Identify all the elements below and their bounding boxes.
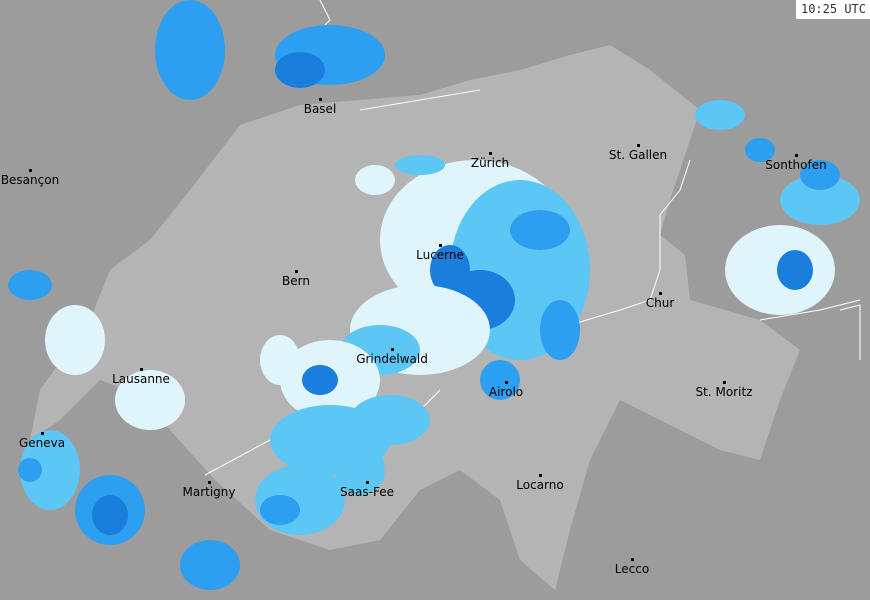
precipitation-cell (540, 300, 580, 360)
city-marker (505, 381, 508, 384)
city-marker (659, 292, 662, 295)
city-label: Lecco (614, 562, 650, 576)
city-label: Sonthofen (765, 158, 827, 172)
precipitation-cell (8, 270, 52, 300)
city-label: Airolo (488, 385, 524, 399)
city-marker (41, 432, 44, 435)
city-marker (539, 474, 542, 477)
city-marker (140, 368, 143, 371)
city-label: Lausanne (112, 372, 170, 386)
city-label: Locarno (516, 478, 564, 492)
precipitation-cell (20, 430, 80, 510)
city-label: Basel (303, 102, 337, 116)
precipitation-cell (302, 365, 338, 395)
precipitation-cell (355, 165, 395, 195)
precipitation-cell (777, 250, 813, 290)
city-label: St. Gallen (608, 148, 668, 162)
city-marker (391, 348, 394, 351)
city-marker (208, 481, 211, 484)
city-label: Besançon (0, 173, 60, 187)
precipitation-cell (275, 52, 325, 88)
precipitation-cell (155, 0, 225, 100)
city-marker (631, 558, 634, 561)
city-label: Lucerne (416, 248, 464, 262)
precipitation-cell (510, 210, 570, 250)
city-marker (637, 144, 640, 147)
city-marker (366, 481, 369, 484)
precipitation-cell (260, 335, 300, 385)
precipitation-cell (800, 160, 840, 190)
city-marker (795, 154, 798, 157)
city-label: Zürich (470, 156, 510, 170)
city-label: Saas-Fee (340, 485, 394, 499)
timestamp-label: 10:25 UTC (795, 0, 870, 19)
precipitation-cell (180, 540, 240, 590)
precipitation-cell (335, 445, 385, 495)
precipitation-cell (745, 138, 775, 162)
city-label: Grindelwald (356, 352, 428, 366)
city-label: Martigny (182, 485, 236, 499)
precipitation-cell (780, 175, 860, 225)
precipitation-cell (395, 155, 445, 175)
city-label: Geneva (18, 436, 66, 450)
precipitation-cell (430, 245, 470, 295)
city-marker (319, 98, 322, 101)
city-label: Chur (645, 296, 675, 310)
city-marker (489, 152, 492, 155)
precipitation-cell (18, 458, 42, 482)
precipitation-cell (350, 395, 430, 445)
precipitation-layer (8, 0, 860, 590)
precipitation-cell (92, 495, 128, 535)
city-marker (29, 169, 32, 172)
city-marker (295, 270, 298, 273)
city-label: Bern (282, 274, 310, 288)
precipitation-cell (260, 495, 300, 525)
precipitation-cell (480, 360, 520, 400)
city-marker (439, 244, 442, 247)
city-label: St. Moritz (695, 385, 753, 399)
precipitation-cell (115, 370, 185, 430)
precipitation-cell (45, 305, 105, 375)
city-marker (723, 381, 726, 384)
precipitation-cell (695, 100, 745, 130)
